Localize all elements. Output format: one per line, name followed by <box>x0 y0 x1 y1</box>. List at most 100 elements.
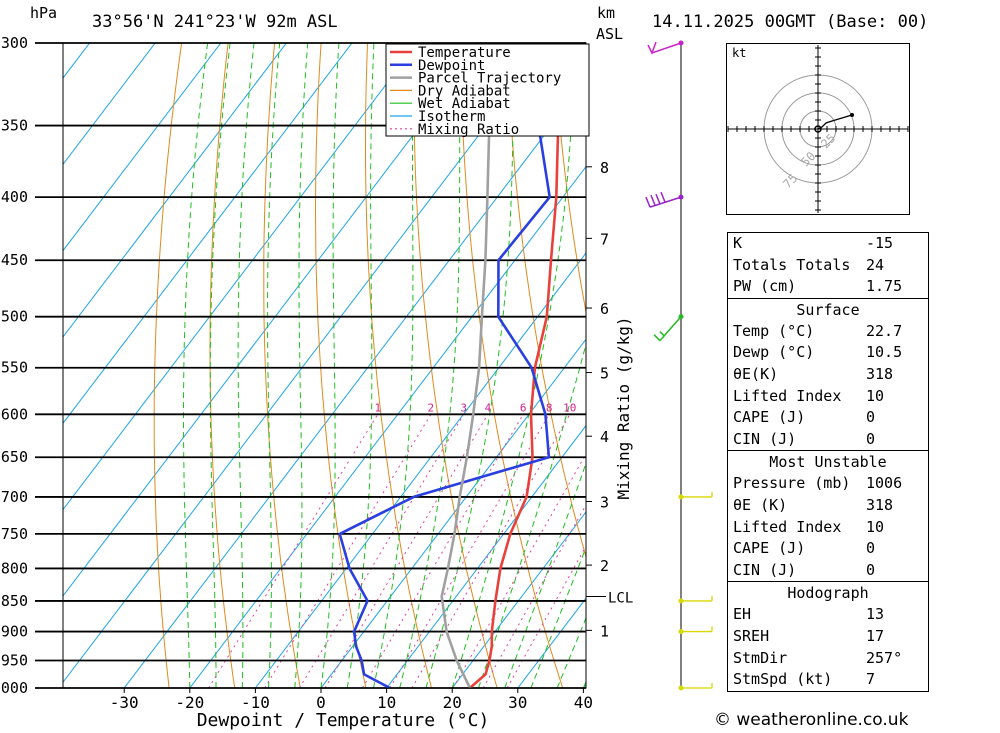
legend-entry: Parcel Trajectory <box>418 71 561 87</box>
pressure-tick-label: 950 <box>1 652 28 670</box>
index-value: 318 <box>866 495 894 514</box>
index-label: CAPE (J) <box>733 539 806 558</box>
wet-adiabat-line <box>209 43 231 688</box>
index-label: Pressure (mb) <box>733 474 851 493</box>
index-row: CAPE (J) 0 <box>728 538 928 560</box>
credit-text: © weatheronline.co.uk <box>714 710 909 730</box>
pressure-tick-label: 450 <box>1 251 28 269</box>
pressure-tick-label: 700 <box>1 488 28 506</box>
mixing-ratio-label: 1 <box>374 401 381 414</box>
temperature-profile <box>469 43 560 688</box>
wind-barb <box>647 40 684 55</box>
index-row: Lifted Index 10 <box>728 386 928 408</box>
index-value: 10 <box>866 517 885 536</box>
index-label: Totals Totals <box>733 255 851 274</box>
dry-adiabat-line <box>413 43 498 688</box>
mixing-ratio-label: 4 <box>485 401 492 414</box>
isotherm-line <box>254 252 586 688</box>
pressure-tick-label: 1000 <box>0 679 28 697</box>
wet-adiabat-line <box>477 342 586 688</box>
wet-adiabat-line <box>237 43 255 688</box>
asl-axis-unit: ASL <box>596 25 624 43</box>
wind-barb-staff <box>653 316 682 342</box>
mixing-ratio-line <box>506 545 586 688</box>
isotherm-line <box>63 43 222 252</box>
legend-entry: Isotherm <box>418 109 485 125</box>
hodograph-section: Hodograph EH 13 SREH 17 StmDir 257° StmSpd (kt… <box>728 581 928 690</box>
dry-adiabat-line <box>263 43 301 688</box>
mixing-ratio-axis-label: Mixing Ratio (g/kg) <box>614 316 633 499</box>
index-row: θE(K) 318 <box>728 364 928 386</box>
wet-adiabat-line <box>504 461 586 688</box>
pressure-tick-label: 650 <box>1 448 28 466</box>
index-row: StmDir 257° <box>728 648 928 670</box>
location-title: 33°56'N 241°23'W 92m ASL <box>92 12 338 32</box>
index-label: CIN (J) <box>733 560 797 579</box>
index-row: K -15 <box>728 233 928 255</box>
general-indices: K -15 Totals Totals 24 PW (cm) 1.75 <box>728 233 928 298</box>
index-row: Temp (°C) 22.7 <box>728 321 928 343</box>
temperature-tick-label: -30 <box>110 693 139 712</box>
index-value: -15 <box>866 234 894 252</box>
wet-adiabat-line <box>556 616 586 688</box>
altitude-tick-label: 5 <box>600 365 609 383</box>
wind-barb <box>645 191 684 208</box>
most-unstable-title: Most Unstable <box>769 453 887 472</box>
index-row: EH 13 <box>728 604 928 626</box>
parcel-trajectory-profile <box>440 43 495 688</box>
surface-title: Surface <box>796 300 860 319</box>
index-value: 1.75 <box>866 277 903 296</box>
index-label: StmDir <box>733 648 788 667</box>
index-label: CIN (J) <box>733 429 797 448</box>
index-row: CIN (J) 0 <box>728 429 928 451</box>
pressure-tick-label: 800 <box>1 559 28 577</box>
index-value: 10.5 <box>866 343 903 362</box>
index-label: Lifted Index <box>733 386 842 405</box>
index-row: CAPE (J) 0 <box>728 407 928 429</box>
dry-adiabat-line <box>552 43 586 315</box>
km-axis-unit: km <box>597 4 616 22</box>
mixing-ratio-line <box>482 503 586 688</box>
legend-entry: Wet Adiabat <box>418 96 511 112</box>
most-unstable-section: Most Unstable Pressure (mb) 1006 θE (K) 318… <box>728 450 928 581</box>
mixing-ratio-line <box>361 414 524 688</box>
wet-adiabat-line <box>183 43 209 688</box>
index-value: 0 <box>866 429 876 448</box>
mixing-ratio-label: 2 <box>428 401 435 414</box>
hodograph-title: Hodograph <box>787 584 869 603</box>
legend-entry: Temperature <box>418 45 511 61</box>
mixing-ratio-label: 3 <box>460 401 467 414</box>
mixing-ratio-label: 25 <box>653 401 666 414</box>
storm-motion-marker <box>814 125 822 133</box>
index-value: 7 <box>866 670 876 689</box>
altitude-tick-label: 6 <box>600 300 609 318</box>
index-row: SREH 17 <box>728 626 928 648</box>
index-label: Dewp (°C) <box>733 343 815 362</box>
wind-barb-staff <box>681 595 713 602</box>
mixing-ratio-line <box>411 414 571 688</box>
wind-barb <box>653 314 684 342</box>
hpa-axis-unit: hPa <box>30 4 58 22</box>
mixing-ratio-line <box>324 414 489 688</box>
dry-adiabat-line <box>365 43 433 688</box>
index-row: Dewp (°C) 10.5 <box>728 342 928 364</box>
index-value: 318 <box>866 364 894 383</box>
hodograph-unit-label: kt <box>732 46 746 60</box>
index-value: 0 <box>866 539 876 558</box>
isotherm-line <box>63 43 419 511</box>
wet-adiabat-line <box>530 546 586 688</box>
mixing-ratio-line <box>452 452 586 688</box>
index-label: θE (K) <box>733 495 788 514</box>
mixing-ratio-label: 6 <box>520 401 527 414</box>
pressure-tick-label: 900 <box>1 623 28 641</box>
index-value: 1006 <box>866 474 903 493</box>
temperature-tick-label: 40 <box>574 693 593 712</box>
altitude-tick-label: 7 <box>600 230 609 248</box>
index-value: 13 <box>866 605 885 624</box>
dry-adiabat-line <box>153 43 183 688</box>
wind-barb-staff <box>681 626 713 633</box>
indices-table: K -15 Totals Totals 24 PW (cm) 1.75 Surface T… <box>727 232 929 692</box>
index-label: StmSpd (kt) <box>733 670 833 689</box>
isotherm-line <box>385 424 586 688</box>
legend-entry: Dewpoint <box>418 58 485 74</box>
